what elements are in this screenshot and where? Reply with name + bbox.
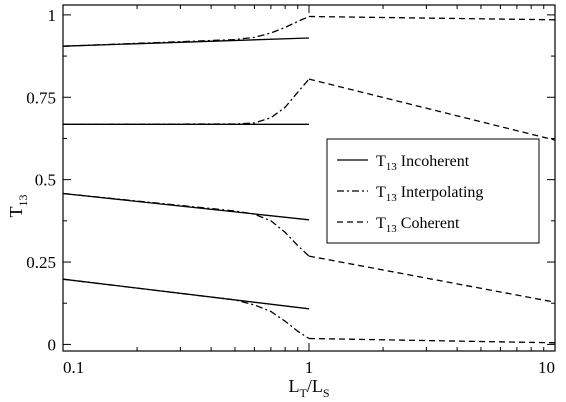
series-dashed-11 — [308, 337, 556, 344]
legend-label-incoherent: T13 Incoherent — [376, 153, 470, 173]
y-tick-label-1: 0.25 — [26, 253, 56, 272]
legend-label-coherent: T13 Coherent — [376, 215, 460, 235]
legend-incoherent-sub: 13 — [386, 161, 398, 173]
x-axis-title: LT/LS — [288, 376, 329, 400]
x-axis-title-sub1: T — [299, 386, 307, 400]
series-dashdot-5 — [62, 78, 310, 125]
y-axis-title-main: T — [6, 207, 26, 218]
series-dashed-10 — [308, 255, 556, 303]
legend-interpolating-sub: 13 — [386, 192, 398, 204]
y-tick-label-2: 0.5 — [35, 171, 56, 190]
y-axis-title-sub: 13 — [16, 195, 30, 207]
y-tick-label-3: 0.75 — [26, 88, 56, 107]
series-dashdot-7 — [62, 278, 310, 340]
legend: T13 Incoherent T13 Interpolating T13 Coh… — [326, 138, 540, 244]
y-tick-label-4: 1 — [48, 6, 57, 25]
legend-incoherent-text: Incoherent — [397, 153, 470, 170]
series-layer — [62, 15, 556, 344]
legend-coherent-main: T — [376, 215, 386, 232]
x-axis-title-sep: /L — [307, 376, 323, 396]
legend-coherent-text: Coherent — [397, 215, 460, 232]
y-tick-label-0: 0 — [48, 335, 57, 354]
ticks-layer: 0 0.25 0.5 0.75 1 0.1 1 10 — [26, 5, 556, 377]
x-tick-label-1: 1 — [305, 358, 314, 377]
x-tick-label-0: 0.1 — [63, 358, 84, 377]
series-dashdot-6 — [62, 192, 310, 257]
legend-interpolating-text: Interpolating — [397, 184, 484, 201]
legend-coherent-sub: 13 — [386, 223, 398, 235]
x-axis-title-main: L — [288, 376, 299, 396]
series-dashed-8 — [308, 15, 556, 21]
legend-label-interpolating: T13 Interpolating — [376, 184, 483, 204]
x-tick-label-2: 10 — [538, 358, 555, 377]
y-axis-title: T13 — [6, 195, 30, 218]
x-axis-title-sub2: S — [323, 386, 330, 400]
legend-interpolating-main: T — [376, 184, 386, 201]
series-dashdot-4 — [62, 15, 310, 47]
legend-incoherent-main: T — [376, 153, 386, 170]
series-dashed-9 — [308, 78, 556, 141]
